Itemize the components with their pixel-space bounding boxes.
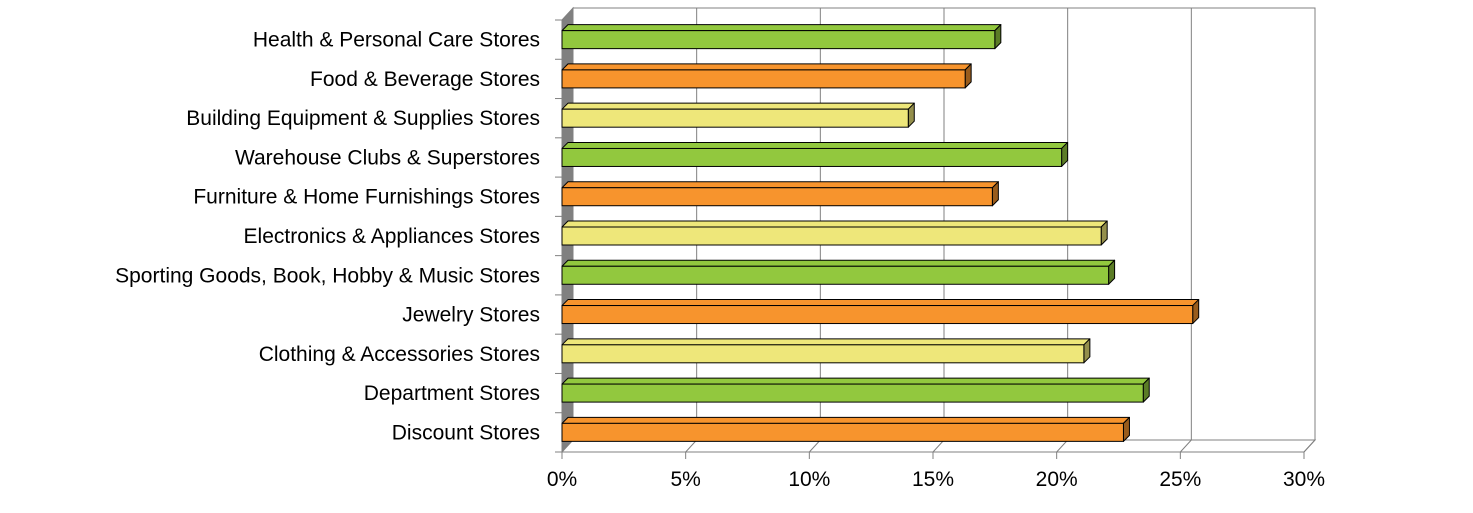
bar <box>561 24 1002 50</box>
category-label: Building Equipment & Supplies Stores <box>186 107 540 130</box>
category-label: Sporting Goods, Book, Hobby & Music Stor… <box>115 264 540 287</box>
bar-front-face <box>561 226 1102 246</box>
bar-top-face <box>561 377 1150 385</box>
category-label: Department Stores <box>364 382 540 405</box>
category-label: Discount Stores <box>392 421 540 444</box>
x-tick-label: 15% <box>912 468 954 491</box>
bar-front-face <box>561 187 993 207</box>
bar-front-face <box>561 108 909 128</box>
floor-gridline <box>1303 439 1316 453</box>
bar-front-face <box>561 69 966 89</box>
category-label: Jewelry Stores <box>402 304 540 327</box>
category-label: Electronics & Appliances Stores <box>244 225 540 248</box>
category-label: Health & Personal Care Stores <box>253 29 540 52</box>
bar-front-face <box>561 265 1110 285</box>
bar <box>561 416 1130 442</box>
bar-front-face <box>561 344 1085 364</box>
bar <box>561 259 1116 285</box>
category-label: Clothing & Accessories Stores <box>259 343 540 366</box>
bar-top-face <box>561 141 1069 149</box>
x-tick-label: 0% <box>547 468 577 491</box>
bar-top-face <box>561 416 1130 424</box>
bar-top-face <box>561 63 972 71</box>
category-label: Warehouse Clubs & Superstores <box>235 146 540 169</box>
bar <box>561 102 915 128</box>
bar-top-face <box>561 338 1091 346</box>
bar-top-face <box>561 299 1200 307</box>
category-label: Furniture & Home Furnishings Stores <box>193 186 540 209</box>
bar-front-face <box>561 147 1063 167</box>
floor-gridline <box>1056 439 1069 453</box>
x-tick-label: 10% <box>788 468 830 491</box>
bar-top-face <box>561 181 999 189</box>
floor-gridline <box>1179 439 1192 453</box>
x-tick-label: 25% <box>1159 468 1201 491</box>
floor-gridline <box>808 439 821 453</box>
bar-top-face <box>561 259 1116 267</box>
bar <box>561 338 1091 364</box>
bar-top-face <box>561 220 1108 228</box>
category-label: Food & Beverage Stores <box>310 68 540 91</box>
bar <box>561 299 1200 325</box>
bar <box>561 377 1150 403</box>
bar-front-face <box>561 30 996 50</box>
bar-top-face <box>561 24 1002 32</box>
x-tick-label: 20% <box>1036 468 1078 491</box>
x-tick-label: 30% <box>1283 468 1325 491</box>
bar-front-face <box>561 383 1144 403</box>
bar <box>561 141 1069 167</box>
floor-gridline <box>685 439 698 453</box>
bar-front-face <box>561 305 1194 325</box>
bar <box>561 63 972 89</box>
floor-gridline <box>932 439 945 453</box>
bar-front-face <box>561 422 1124 442</box>
bar <box>561 181 999 207</box>
bar <box>561 220 1108 246</box>
x-tick-label: 5% <box>670 468 700 491</box>
bar-top-face <box>561 102 915 110</box>
